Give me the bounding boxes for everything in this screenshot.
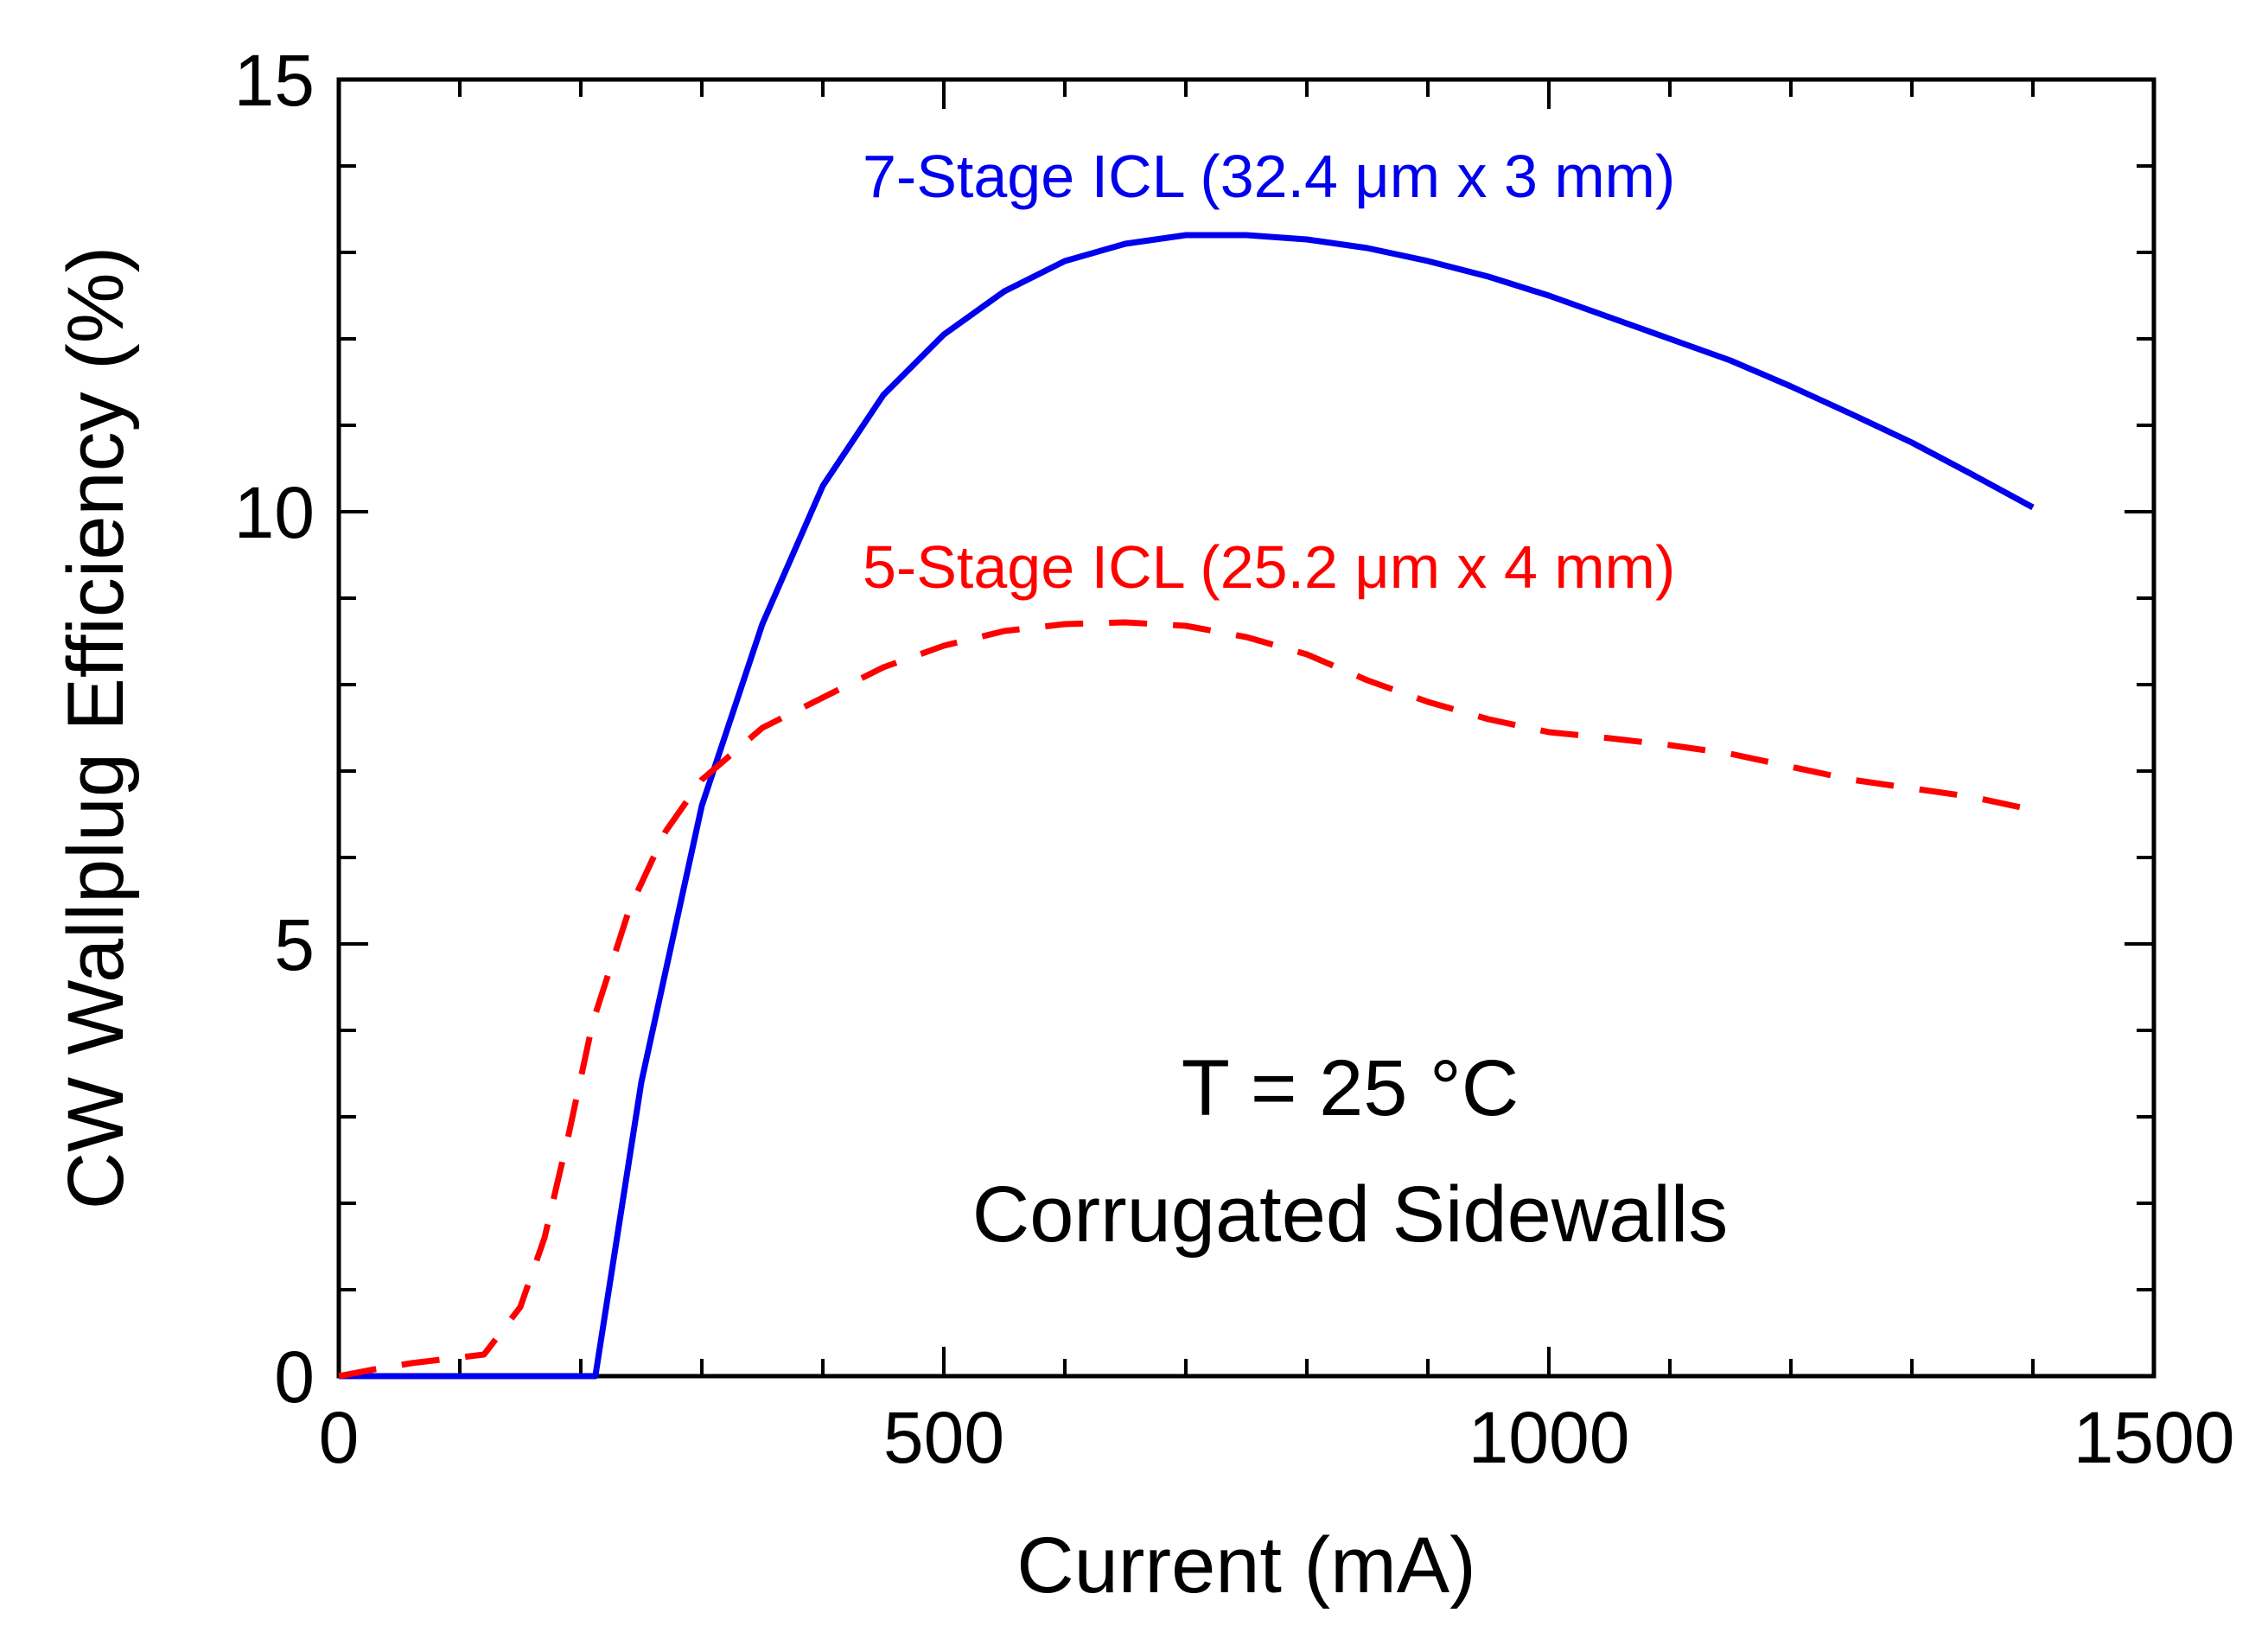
plot-frame <box>336 77 2157 1379</box>
x-tick-label: 1000 <box>1468 1397 1630 1478</box>
temperature-annotation: T = 25 °C <box>1182 1044 1519 1132</box>
x-axis-title: Current (mA) <box>1016 1521 1476 1610</box>
axis-ticks <box>337 78 2156 1378</box>
y-tick-label: 5 <box>274 904 315 985</box>
sidewall-annotation: Corrugated Sidewalls <box>972 1170 1728 1259</box>
series-label-7-stage: 7-Stage ICL (32.4 μm x 3 mm) <box>863 143 1675 210</box>
axis-tick-labels: 0 500 1000 1500 0 5 10 15 <box>234 40 2235 1478</box>
x-tick-label: 1500 <box>2074 1397 2235 1478</box>
x-tick-label: 0 <box>319 1397 360 1478</box>
series-line-7-stage <box>339 232 2035 1380</box>
y-tick-label: 0 <box>274 1336 315 1418</box>
y-axis-title: CW Wallplug Efficiency (%) <box>52 246 140 1209</box>
x-tick-label: 500 <box>883 1397 1004 1478</box>
series-line-5-stage <box>338 619 2034 1380</box>
series-lines <box>338 232 2035 1380</box>
y-tick-label: 10 <box>234 472 315 553</box>
series-label-5-stage: 5-Stage ICL (25.2 μm x 4 mm) <box>863 533 1675 601</box>
y-tick-label: 15 <box>234 40 315 121</box>
